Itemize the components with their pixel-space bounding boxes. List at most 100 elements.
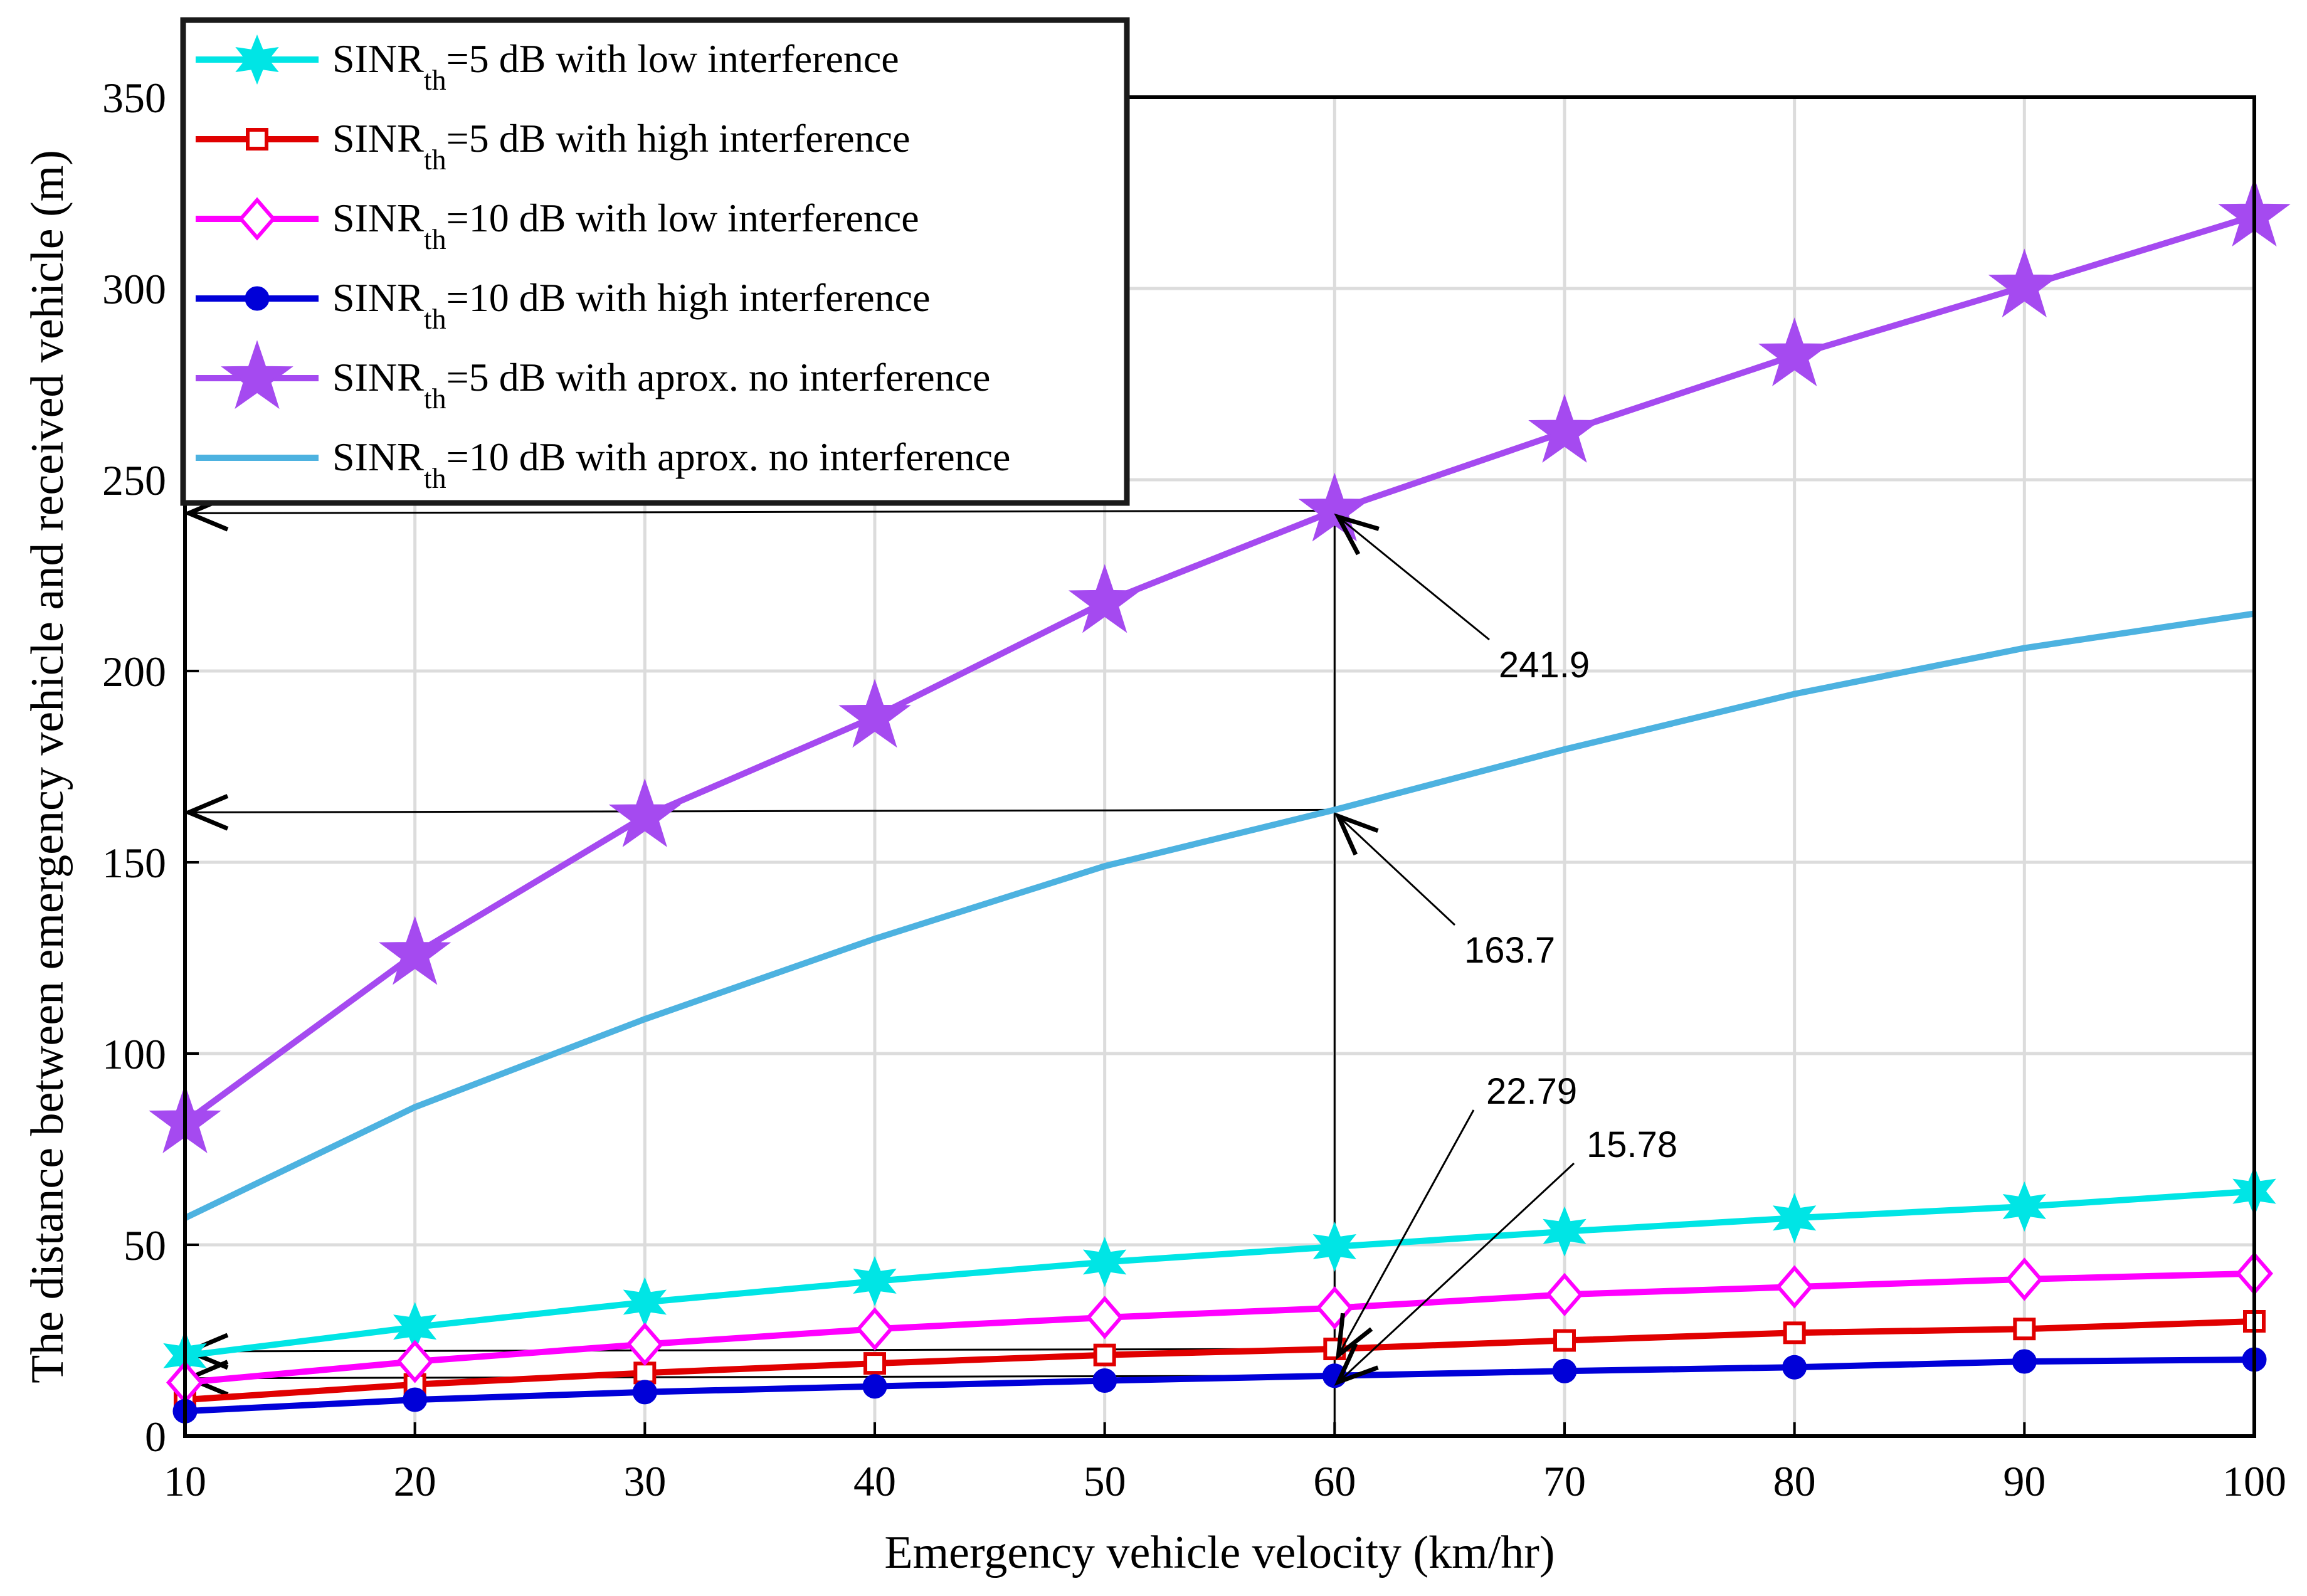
series-1	[163, 1166, 2276, 1381]
y-tick-label: 100	[102, 1030, 166, 1078]
arrow-line	[1338, 1162, 1575, 1383]
legend-entry: SINRth=10 dB with aprox. no interference	[196, 435, 1010, 494]
y-tick-label: 350	[102, 74, 166, 122]
arrow-head	[1334, 1343, 1379, 1386]
annotation-label: 241.9	[1499, 645, 1590, 685]
legend-label: SINRth=5 dB with high interference	[332, 116, 910, 176]
data-point	[2012, 1349, 2037, 1374]
arrow-line	[188, 1348, 1335, 1353]
legend-entry: SINRth=5 dB with aprox. no interference	[196, 340, 990, 415]
data-point	[1528, 394, 1601, 463]
data-point	[1553, 1329, 1576, 1352]
data-point	[608, 778, 682, 847]
x-tick-label: 80	[1773, 1457, 1816, 1505]
arrow-line	[188, 509, 1335, 514]
data-point	[396, 1340, 434, 1383]
annotation-label: 15.78	[1586, 1124, 1677, 1165]
legend-label: SINRth=5 dB with low interference	[332, 36, 899, 96]
legend-label: SINRth=10 dB with high interference	[332, 275, 930, 335]
arrow-head	[1334, 812, 1379, 856]
annotation-label: 163.7	[1464, 930, 1555, 971]
x-tick-label: 20	[394, 1457, 436, 1505]
data-point	[2005, 1257, 2044, 1301]
y-tick-label: 250	[102, 457, 166, 504]
data-point	[1782, 1355, 1807, 1380]
arrow-head	[1334, 513, 1380, 556]
data-point	[1758, 317, 1831, 386]
x-tick-label: 60	[1313, 1457, 1356, 1505]
y-tick-label: 50	[124, 1222, 166, 1269]
data-point	[1543, 1206, 1586, 1257]
data-point	[1298, 472, 1371, 542]
legend-marker	[221, 340, 293, 410]
data-point	[2013, 1318, 2036, 1341]
data-point	[378, 916, 451, 985]
guide-lines	[182, 495, 1336, 1436]
legend-label: SINRth=10 dB with low interference	[332, 196, 919, 255]
x-tick-label: 30	[623, 1457, 666, 1505]
data-point	[838, 679, 911, 748]
x-tick-label: 10	[164, 1457, 206, 1505]
x-axis-label: Emergency vehicle velocity (km/hr)	[884, 1527, 1555, 1578]
arrow-line	[1338, 516, 1490, 641]
data-point	[1775, 1265, 1813, 1309]
data-point	[1085, 1296, 1124, 1340]
arrow-line	[1338, 1109, 1475, 1356]
tick-labels: 10 20 30 40 50 60 70 80 90 100 0 50 100 150 200 250 300 3…	[102, 74, 2286, 1505]
series-4	[172, 1347, 2267, 1424]
arrow-head	[182, 794, 229, 831]
arrow-line	[188, 808, 1335, 813]
data-point	[1988, 248, 2061, 318]
legend-marker	[245, 286, 270, 311]
series-line	[184, 1188, 2255, 1359]
y-tick-label: 200	[102, 648, 166, 695]
series-line	[183, 213, 2256, 1125]
data-point	[863, 1352, 886, 1375]
arrow-line	[188, 1375, 1335, 1380]
data-point	[633, 1361, 657, 1385]
legend-entry: SINRth=10 dB with high interference	[196, 275, 930, 335]
legend-label: SINRth=5 dB with aprox. no interference	[332, 355, 990, 415]
data-point	[632, 1380, 657, 1405]
arrow-head	[1335, 1313, 1373, 1360]
data-point	[626, 1323, 664, 1366]
y-axis-label: The distance between emergency vehicle a…	[22, 150, 73, 1383]
data-point	[1092, 1368, 1117, 1393]
x-tick-label: 100	[2222, 1457, 2286, 1505]
data-point	[403, 1387, 428, 1412]
arrow-line	[1338, 815, 1456, 926]
legend-entry: SINRth=10 dB with low interference	[196, 196, 919, 255]
data-point	[862, 1374, 887, 1399]
series	[149, 177, 2291, 1424]
series-line	[184, 1318, 2255, 1403]
data-point	[853, 1255, 897, 1306]
y-tick-label: 0	[145, 1413, 166, 1461]
data-point	[1093, 1343, 1116, 1366]
series-line	[183, 610, 2255, 1221]
legend-entry: SINRth=5 dB with low interference	[196, 34, 899, 96]
data-point	[1552, 1358, 1577, 1383]
x-tick-label: 40	[853, 1457, 896, 1505]
plot-frame	[183, 95, 2256, 1438]
data-point	[856, 1307, 894, 1351]
legend-marker	[238, 197, 276, 241]
legend-box	[180, 17, 1130, 506]
series-5	[149, 177, 2291, 1153]
data-point	[1068, 564, 1141, 633]
annotation-label: 22.79	[1486, 1071, 1577, 1112]
series-line	[184, 1270, 2255, 1386]
x-tick-label: 70	[1543, 1457, 1586, 1505]
data-point	[2002, 1181, 2047, 1232]
legend-label: SINRth=10 dB with aprox. no interference	[332, 435, 1010, 494]
legend-marker	[246, 128, 268, 151]
data-point	[1082, 1237, 1127, 1287]
x-tick-label: 90	[2003, 1457, 2046, 1505]
legend-entry: SINRth=5 dB with high interference	[196, 116, 910, 176]
data-point	[1783, 1321, 1806, 1345]
series-line	[184, 1356, 2255, 1415]
series-6	[183, 610, 2255, 1221]
legend: SINRth=5 dB with low interference SINRth=…	[180, 17, 1130, 506]
x-tick-label: 50	[1084, 1457, 1126, 1505]
